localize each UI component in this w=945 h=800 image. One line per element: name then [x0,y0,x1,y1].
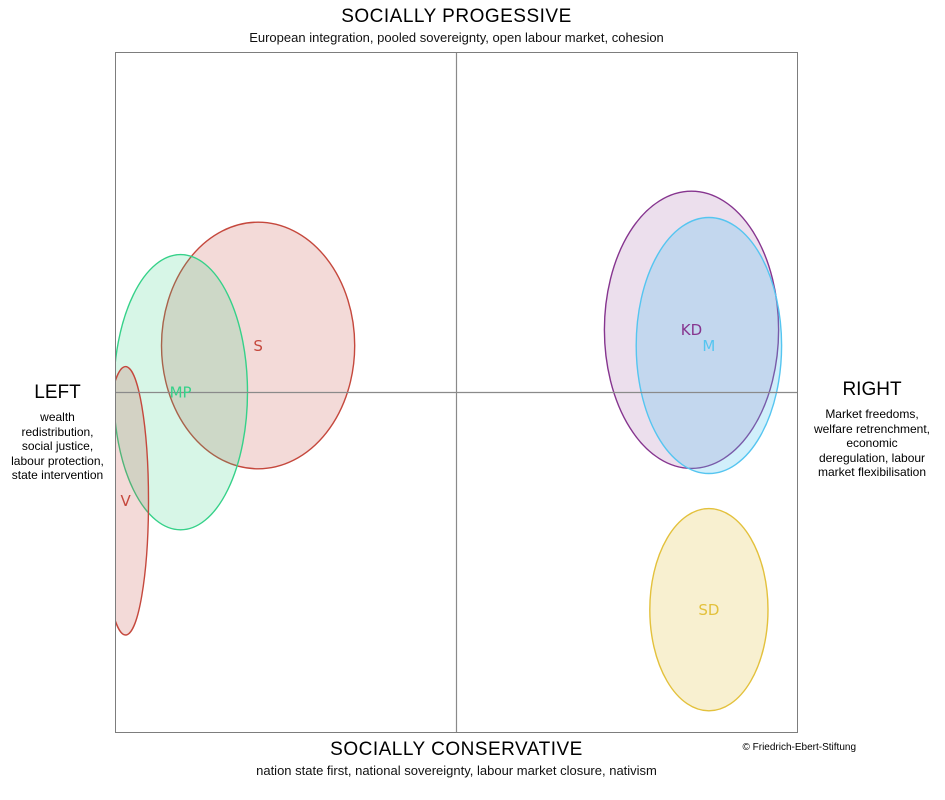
party-ellipse-s [160,221,356,470]
party-label-sd: SD [698,601,719,619]
party-ellipse-kd [603,190,780,470]
party-label-s: S [253,337,263,355]
party-label-mp: MP [170,383,192,401]
party-ellipse-m [635,216,783,475]
left-axis-block: LEFT wealth redistribution, social justi… [0,382,115,483]
left-axis-title: LEFT [34,382,81,403]
top-axis-subtitle: European integration, pooled sovereignty… [249,30,664,45]
right-axis-title: RIGHT [842,379,902,400]
party-ellipse-sd [649,507,769,712]
top-axis-title: SOCIALLY PROGESSIVE [341,6,572,27]
quadrant-chart: S MP V KDM SD [115,52,798,733]
party-label-kd: KD [681,321,702,339]
right-axis-block: RIGHT Market freedoms, welfare retrenchm… [799,379,945,480]
copyright-credit: © Friedrich-Ebert-Stiftung [742,742,856,753]
left-axis-description: wealth redistribution, social justice, l… [11,410,104,482]
bottom-axis-title: SOCIALLY CONSERVATIVE [330,739,583,760]
party-label-m: M [702,337,715,355]
party-ellipse-v [115,365,150,636]
party-label-v: V [120,492,131,510]
bottom-axis-subtitle: nation state first, national sovereignty… [256,763,657,778]
right-axis-description: Market freedoms, welfare retrenchment, e… [813,407,931,479]
